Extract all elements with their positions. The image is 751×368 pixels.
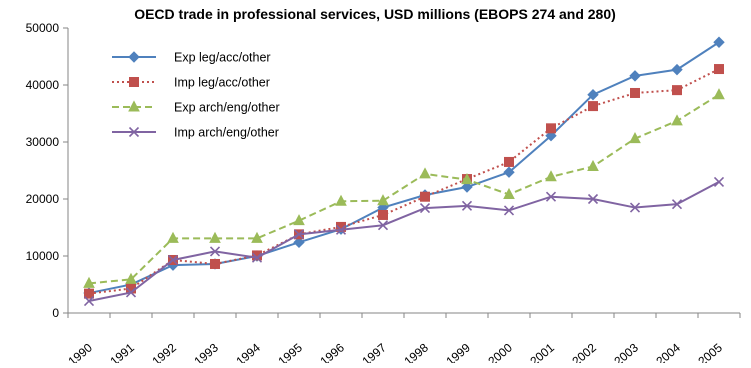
data-point xyxy=(587,193,599,205)
data-point xyxy=(293,236,305,249)
legend-marker xyxy=(128,51,140,63)
x-tick-label: 2003 xyxy=(611,340,641,363)
data-point xyxy=(167,254,179,266)
x-tick-label: 1991 xyxy=(107,340,137,363)
data-point xyxy=(671,114,683,126)
data-point xyxy=(546,123,556,134)
chart-title: OECD trade in professional services, USD… xyxy=(134,6,616,22)
data-point xyxy=(672,85,682,96)
legend-label: Exp arch/eng/other xyxy=(174,101,280,115)
y-tick-label: 40000 xyxy=(26,78,60,92)
legend: Exp leg/acc/other Imp leg/acc/other Exp ar… xyxy=(112,51,280,140)
legend-item: Exp leg/acc/other xyxy=(112,51,271,65)
y-tick-label: 0 xyxy=(52,306,59,320)
series-line xyxy=(88,68,720,295)
data-point xyxy=(630,87,640,98)
data-point xyxy=(545,170,557,182)
x-tick-label: 1995 xyxy=(275,340,305,363)
data-point xyxy=(713,176,725,187)
x-tick-label: 1996 xyxy=(317,340,347,363)
y-tick-label: 20000 xyxy=(26,192,60,206)
series-layer xyxy=(83,36,725,307)
data-point xyxy=(461,173,473,185)
data-point xyxy=(503,205,515,216)
y-tick-label: 50000 xyxy=(26,21,60,35)
data-point xyxy=(251,252,263,263)
x-tick-label: 2002 xyxy=(569,340,599,363)
y-tick-label: 10000 xyxy=(26,249,60,263)
data-point xyxy=(587,159,599,172)
data-point xyxy=(125,287,137,298)
data-point xyxy=(209,246,221,257)
data-point xyxy=(293,214,305,226)
legend-item: Imp leg/acc/other xyxy=(112,76,270,90)
x-tick-label: 1992 xyxy=(149,340,179,363)
data-point xyxy=(167,231,179,243)
series-line xyxy=(88,41,720,295)
data-point xyxy=(461,181,473,193)
series-line xyxy=(88,181,720,303)
x-tick-label: 2005 xyxy=(695,340,725,363)
data-point xyxy=(83,295,95,307)
data-point xyxy=(588,101,598,112)
data-point xyxy=(419,203,431,214)
x-tick-label: 2004 xyxy=(653,340,683,363)
legend-marker xyxy=(128,100,140,112)
data-point xyxy=(714,64,724,75)
data-point xyxy=(503,187,515,199)
series-3 xyxy=(83,176,725,307)
data-point xyxy=(84,288,94,299)
data-point xyxy=(419,167,431,179)
y-tick-label: 30000 xyxy=(26,135,60,149)
legend-label: Exp leg/acc/other xyxy=(174,51,271,65)
legend-item: Exp arch/eng/other xyxy=(112,100,280,115)
x-tick-label: 2000 xyxy=(485,340,515,363)
data-point xyxy=(420,191,430,202)
data-point xyxy=(377,220,389,231)
data-point xyxy=(629,70,641,82)
data-point xyxy=(713,36,725,48)
data-point xyxy=(504,156,514,167)
x-tick-label: 1999 xyxy=(443,340,473,363)
x-tick-label: 1990 xyxy=(65,340,95,363)
legend-label: Imp leg/acc/other xyxy=(174,76,270,90)
data-point xyxy=(377,194,389,206)
legend-marker xyxy=(129,77,139,87)
data-point xyxy=(461,200,473,211)
axes: 0 10000 20000 30000 40000 50000 1990 1991 1992 19… xyxy=(26,21,741,368)
data-point xyxy=(336,221,346,232)
x-tick-label: 1998 xyxy=(401,340,431,363)
data-point xyxy=(210,258,220,269)
data-point xyxy=(378,209,388,220)
data-point xyxy=(671,199,683,210)
data-point xyxy=(545,191,557,202)
legend-label: Imp arch/eng/other xyxy=(174,126,279,140)
series-line xyxy=(88,93,720,285)
data-point xyxy=(629,132,641,144)
data-point xyxy=(335,224,347,235)
x-tick-label: 1993 xyxy=(191,340,221,363)
legend-item: Imp arch/eng/other xyxy=(112,126,279,140)
data-point xyxy=(713,88,725,100)
data-point xyxy=(503,166,515,178)
legend-marker xyxy=(128,126,140,138)
data-point xyxy=(293,229,305,240)
x-tick-label: 1997 xyxy=(359,340,389,363)
x-tick-label: 2001 xyxy=(527,340,557,363)
data-point xyxy=(251,231,263,243)
data-point xyxy=(83,276,95,288)
data-point xyxy=(125,272,137,284)
data-point xyxy=(335,194,347,206)
data-point xyxy=(671,63,683,76)
data-point xyxy=(587,88,599,101)
series-2 xyxy=(83,88,725,288)
data-point xyxy=(209,231,221,243)
x-tick-label: 1994 xyxy=(233,340,263,363)
data-point xyxy=(629,202,641,213)
